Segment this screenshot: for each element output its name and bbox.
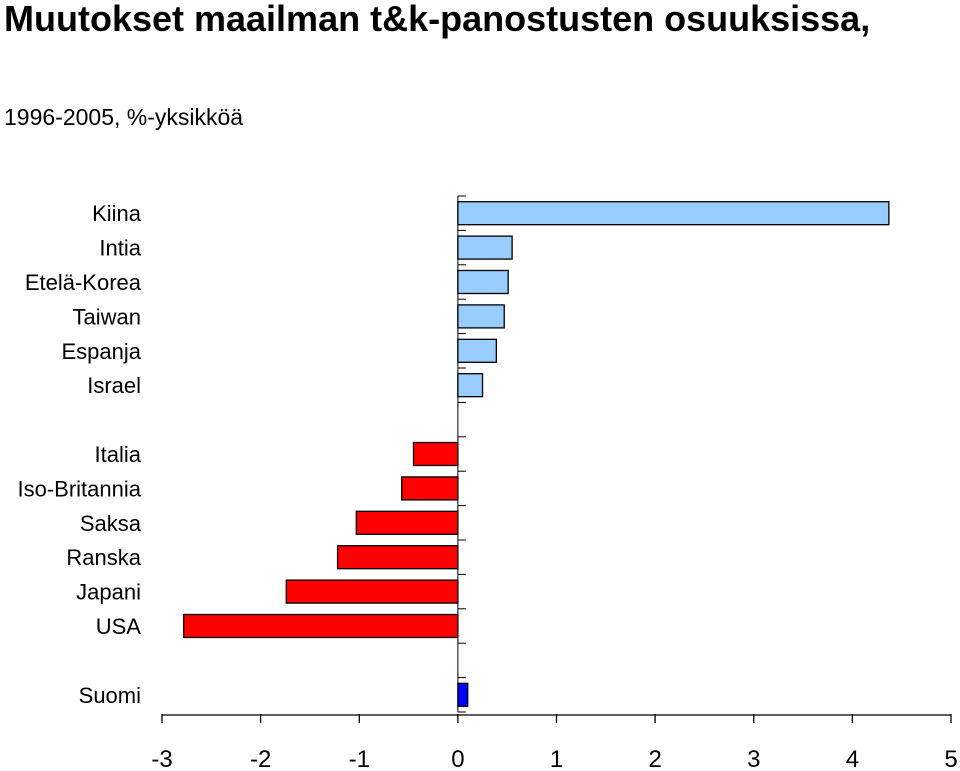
bar-usa[interactable] bbox=[183, 613, 459, 639]
bar-suomi[interactable] bbox=[457, 682, 469, 707]
x-tick-label: 2 bbox=[648, 746, 661, 771]
category-label-japani: Japani bbox=[76, 580, 141, 605]
x-tick-label: -1 bbox=[349, 746, 370, 771]
bar-etela-korea[interactable] bbox=[457, 269, 509, 295]
bar-saksa[interactable] bbox=[355, 510, 459, 535]
x-tick-label: 4 bbox=[846, 746, 859, 771]
category-label-etela-korea: Etelä-Korea bbox=[25, 270, 142, 295]
bar-iso-britannia[interactable] bbox=[401, 476, 459, 501]
category-label-espanja: Espanja bbox=[61, 339, 141, 364]
category-label-israel: Israel bbox=[87, 373, 141, 398]
bar-japani[interactable] bbox=[285, 579, 459, 604]
bar-taiwan[interactable] bbox=[457, 304, 505, 329]
bar-italia[interactable] bbox=[412, 441, 459, 467]
category-label-kiina: Kiina bbox=[92, 201, 142, 226]
x-tick-label: 3 bbox=[747, 746, 760, 771]
x-tick-label: -2 bbox=[250, 746, 271, 771]
bar-kiina[interactable] bbox=[457, 201, 890, 226]
bar-espanja[interactable] bbox=[457, 338, 497, 363]
category-label-usa: USA bbox=[96, 614, 142, 639]
x-tick-label: 0 bbox=[451, 746, 464, 771]
category-label-intia: Intia bbox=[99, 236, 141, 261]
category-label-iso-britannia: Iso-Britannia bbox=[17, 476, 141, 501]
chart-title: Muutokset maailman t&k-panostusten osuuk… bbox=[4, 0, 871, 39]
bar-intia[interactable] bbox=[457, 235, 513, 260]
bar-israel[interactable] bbox=[457, 373, 484, 398]
category-label-ranska: Ranska bbox=[66, 545, 141, 570]
category-label-saksa: Saksa bbox=[80, 511, 142, 536]
x-tick-label: 1 bbox=[550, 746, 563, 771]
category-label-suomi: Suomi bbox=[79, 683, 141, 708]
category-label-italia: Italia bbox=[95, 442, 142, 467]
category-label-taiwan: Taiwan bbox=[73, 304, 141, 329]
chart-subtitle: 1996-2005, %-yksikköä bbox=[4, 104, 244, 130]
bar-ranska[interactable] bbox=[336, 545, 459, 570]
x-tick-label: -3 bbox=[151, 746, 172, 771]
x-tick-label: 5 bbox=[944, 746, 957, 771]
